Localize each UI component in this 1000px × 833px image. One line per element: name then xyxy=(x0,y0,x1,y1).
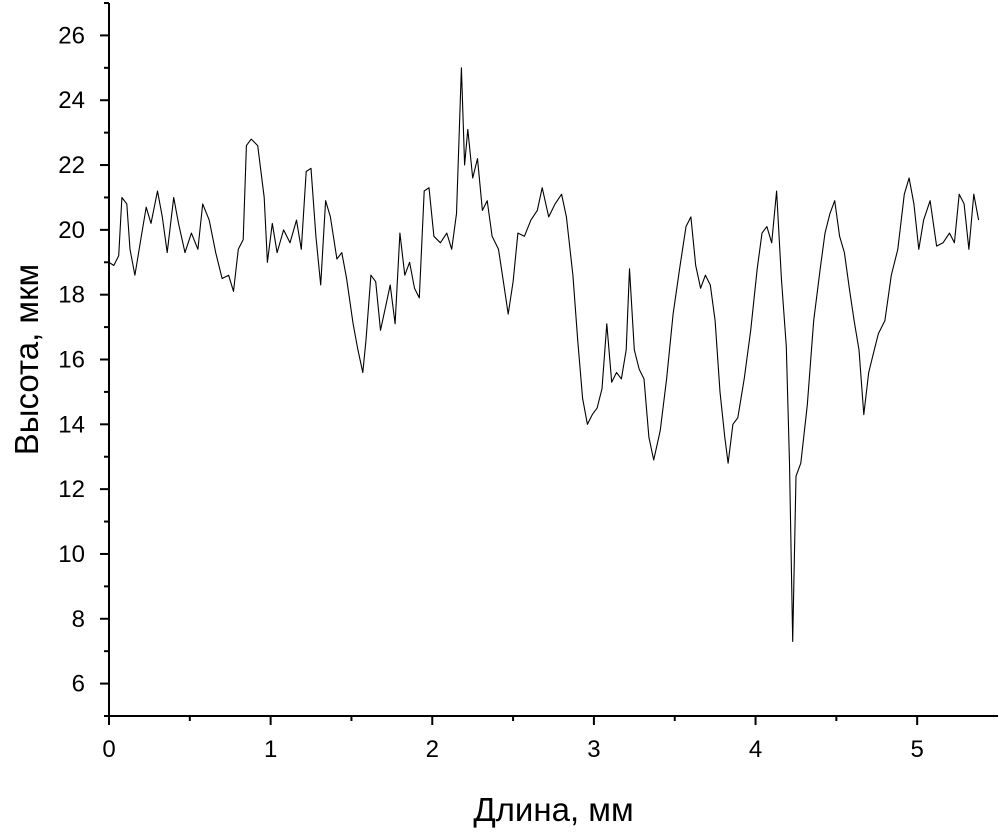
axis-ticks xyxy=(100,2,919,725)
x-tick-label: 0 xyxy=(102,736,115,763)
x-tick-label: 4 xyxy=(749,736,762,763)
x-tick-label: 5 xyxy=(911,736,924,763)
y-axis-title: Высота, мкм xyxy=(8,264,45,455)
y-tick-label: 8 xyxy=(72,606,85,633)
x-tick-label: 1 xyxy=(264,736,277,763)
x-tick-label: 3 xyxy=(587,736,600,763)
y-tick-label: 26 xyxy=(58,22,85,49)
x-tick-label: 2 xyxy=(426,736,439,763)
y-tick-label: 18 xyxy=(58,282,85,309)
height-profile-line xyxy=(108,67,980,643)
y-tick-label: 22 xyxy=(58,152,85,179)
y-tick-label: 6 xyxy=(72,671,85,698)
y-tick-label: 10 xyxy=(58,541,85,568)
y-tick-label: 16 xyxy=(58,347,85,374)
y-tick-label: 20 xyxy=(58,217,85,244)
y-tick-label: 14 xyxy=(58,411,85,438)
y-tick-label: 24 xyxy=(58,87,85,114)
y-tick-label: 12 xyxy=(58,476,85,503)
x-axis-title: Длина, мм xyxy=(473,791,633,828)
